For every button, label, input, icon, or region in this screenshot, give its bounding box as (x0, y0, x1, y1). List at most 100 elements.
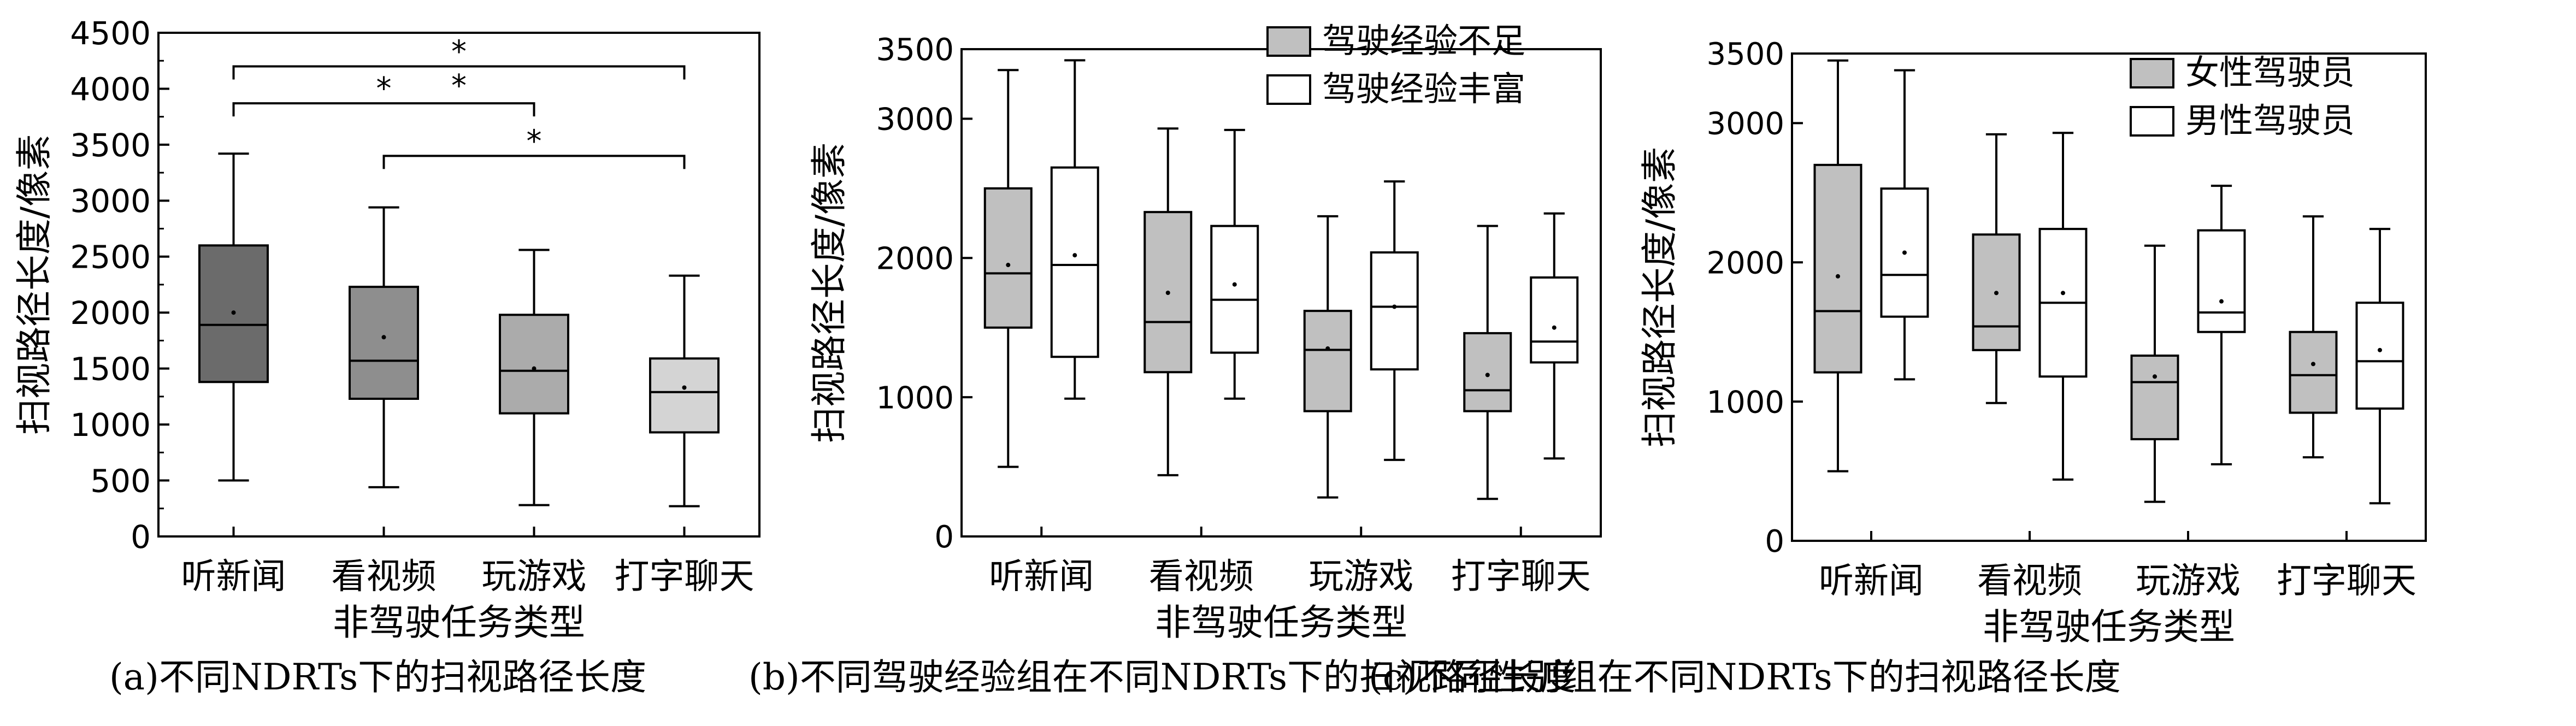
mean-point (532, 366, 537, 371)
box-iqr (1210, 225, 1259, 354)
x-tick-label: 打字聊天 (1451, 557, 1591, 597)
x-tick-label: 玩游戏 (1308, 557, 1413, 597)
panel-caption: (c)不同性别组在不同NDRTs下的扫视路径长度 (1369, 656, 2121, 698)
panel-caption: (b)不同驾驶经验组在不同NDRTs下的扫视路径长度 (748, 656, 1576, 698)
box-plot (2130, 244, 2179, 503)
mean-point (1006, 263, 1011, 268)
y-tick-label: 3000 (70, 182, 151, 220)
box-plot (649, 274, 720, 507)
mean-point (1902, 250, 1907, 255)
y-axis-label: 扫视路径长度/像素 (13, 134, 55, 435)
box-plot (1463, 225, 1512, 500)
y-tick-label: 1000 (876, 380, 954, 416)
mean-point (1165, 291, 1170, 295)
box-plot (1370, 180, 1419, 461)
x-tick-label: 看视频 (1977, 561, 2082, 601)
x-tick-label: 听新闻 (181, 557, 286, 597)
box-iqr (1463, 332, 1512, 412)
y-tick-label: 4000 (70, 70, 151, 108)
panel-caption: (a)不同NDRTs下的扫视路径长度 (109, 656, 646, 698)
significance-star: * (451, 68, 467, 104)
x-tick-label: 看视频 (1149, 557, 1254, 597)
box-iqr (1972, 233, 2021, 351)
mean-point (2311, 362, 2315, 367)
box-plot (1972, 133, 2021, 404)
y-tick-label: 1000 (70, 406, 151, 444)
box-iqr (983, 187, 1033, 329)
chart-panel-a: 0 500 1000 1500 2000 2500 3000 3500 4000 4500 听新闻 看… (13, 15, 761, 698)
x-axis-label: 非驾驶任务类型 (1983, 606, 2235, 648)
legend-swatch (1266, 74, 1311, 105)
box-plot (349, 206, 419, 488)
box-iqr (1813, 163, 1862, 374)
mean-point (682, 385, 687, 390)
y-tick-label: 2000 (1706, 245, 1784, 281)
bracket-line (232, 102, 535, 117)
x-tick-label: 听新闻 (1819, 561, 1924, 601)
box-iqr (2355, 302, 2404, 410)
box-iqr (1303, 310, 1352, 412)
x-tick-label: 玩游戏 (2136, 561, 2241, 601)
y-tick-label: 3500 (876, 32, 954, 68)
box-plot (1530, 212, 1579, 460)
mean-point (1836, 274, 1840, 279)
y-tick-label: 2000 (876, 241, 954, 276)
y-axis-label: 扫视路径长度/像素 (1638, 147, 1681, 447)
y-tick-label: 0 (1765, 524, 1784, 559)
box-plot (198, 152, 269, 482)
mean-point (2153, 374, 2157, 379)
box-plot (1813, 59, 1862, 473)
y-tick-label: 2000 (70, 294, 151, 332)
y-axis-label: 扫视路径长度/像素 (808, 143, 850, 443)
legend-swatch (1266, 26, 1311, 57)
box-plot (1303, 215, 1352, 499)
mean-point (2061, 291, 2065, 296)
mean-point (1552, 325, 1557, 330)
mean-point (1325, 346, 1330, 351)
significance-star: * (451, 34, 467, 69)
box-plot (1050, 59, 1099, 400)
legend-label: 男性驾驶员 (2185, 101, 2355, 140)
y-tick-label: 4500 (70, 15, 151, 52)
box-plot (499, 249, 569, 506)
y-tick-label: 1500 (70, 351, 151, 388)
legend-swatch (2130, 58, 2174, 88)
x-tick-label: 听新闻 (989, 557, 1094, 597)
legend-label: 女性驾驶员 (2185, 52, 2355, 92)
box-iqr (1370, 251, 1419, 371)
y-tick-label: 3000 (1706, 107, 1784, 142)
significance-bracket: * (232, 71, 535, 117)
x-tick-label: 玩游戏 (482, 557, 587, 597)
mean-point (1994, 291, 1999, 296)
box-plot (1880, 69, 1929, 381)
significance-star: * (376, 71, 392, 107)
legend-label: 驾驶经验丰富 (1322, 69, 1525, 109)
mean-point (381, 335, 386, 340)
x-axis-label: 非驾驶任务类型 (1155, 601, 1407, 644)
significance-bracket: * (232, 34, 686, 80)
box-plot (2197, 185, 2246, 465)
x-tick-label: 打字聊天 (615, 557, 754, 597)
box-plot (2355, 228, 2404, 505)
y-tick-label: 0 (131, 518, 151, 556)
y-tick-label: 0 (934, 520, 954, 555)
mean-point (1232, 282, 1237, 287)
bracket-line (232, 65, 686, 80)
mean-point (2378, 347, 2382, 352)
box-iqr (2289, 330, 2338, 414)
mean-point (1485, 373, 1490, 377)
box-iqr (2197, 229, 2246, 333)
box-iqr (499, 314, 569, 415)
legend-label: 驾驶经验不足 (1322, 21, 1525, 61)
mean-point (2219, 299, 2224, 304)
box-iqr (1530, 276, 1579, 364)
box-iqr (1050, 166, 1099, 358)
y-tick-label: 3000 (876, 102, 954, 138)
box-plot (1143, 127, 1193, 476)
y-tick-label: 3500 (70, 127, 151, 164)
box-iqr (2130, 355, 2179, 440)
